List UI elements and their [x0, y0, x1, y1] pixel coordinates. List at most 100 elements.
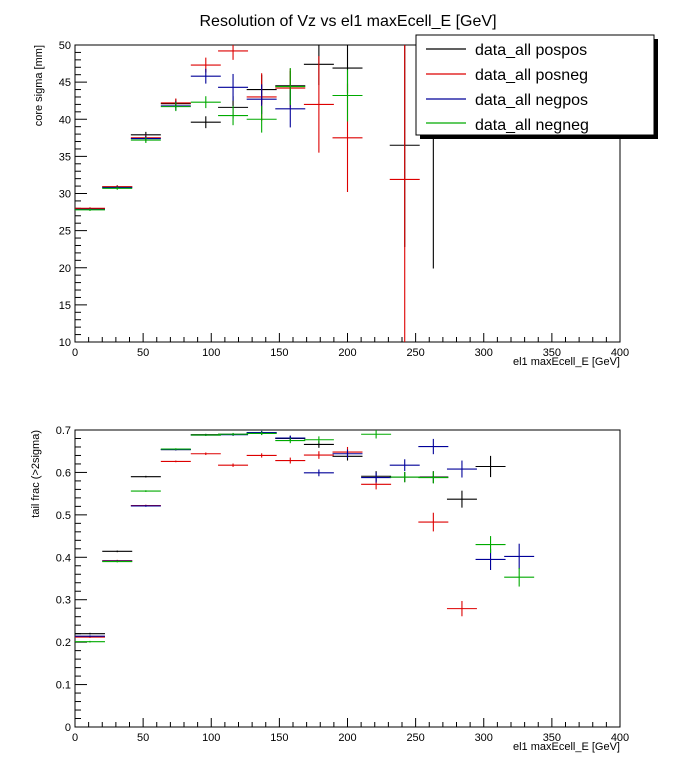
tail-frac-x-tick-label: 200: [338, 732, 356, 744]
tail-frac-point-negneg: [218, 432, 249, 436]
tail-frac-point-negneg: [361, 430, 392, 439]
core-sigma-x-tick-label: 50: [137, 347, 149, 359]
tail-frac-point-posneg: [275, 457, 306, 464]
tail-frac-x-axis-label: el1 maxEcell_E [GeV]: [513, 741, 620, 753]
tail-frac-point-negpos: [418, 438, 449, 455]
core-sigma-x-tick-label: 150: [270, 347, 288, 359]
core-sigma-y-tick-label: 30: [59, 189, 71, 201]
core-sigma-point-posneg: [389, 45, 420, 342]
tail-frac-point-negneg: [130, 490, 161, 492]
core-sigma-point-negneg: [130, 137, 161, 144]
core-sigma-x-tick-label: 0: [72, 347, 78, 359]
core-sigma-x-tick-label: 250: [406, 347, 424, 359]
tail-frac-point-negneg: [303, 436, 334, 444]
tail-frac-point-pospos: [102, 550, 133, 553]
tail-frac-point-negneg: [102, 560, 133, 563]
core-sigma-point-negneg: [160, 102, 191, 112]
tail-frac-point-negneg: [418, 471, 449, 484]
core-sigma-point-negneg: [218, 105, 249, 126]
legend-box: [415, 34, 655, 136]
tail-frac-y-tick-label: 0.6: [56, 467, 71, 479]
tail-frac-point-posneg: [160, 460, 191, 463]
core-sigma-y-tick-label: 10: [59, 337, 71, 349]
tail-frac-x-tick-label: 0: [72, 732, 78, 744]
tail-frac-series-negneg: [75, 430, 535, 643]
tail-frac-point-negpos: [389, 459, 420, 472]
legend-label-pospos: data_all pospos: [475, 42, 587, 59]
tail-frac-x-tick-label: 50: [137, 732, 149, 744]
tail-frac-y-tick-label: 0.5: [56, 510, 71, 522]
core-sigma-y-tick-label: 50: [59, 40, 71, 52]
tail-frac-point-posneg: [246, 453, 277, 458]
tail-frac-x-tick-label: 100: [202, 732, 220, 744]
core-sigma-y-tick-label: 25: [59, 226, 71, 238]
core-sigma-x-tick-label: 300: [475, 347, 493, 359]
tail-frac-y-tick-label: 0.4: [56, 552, 71, 564]
core-sigma-point-negneg: [75, 208, 105, 211]
tail-frac-point-negpos: [446, 460, 477, 478]
tail-frac-point-negneg: [160, 448, 191, 450]
tail-frac-point-negpos: [361, 472, 392, 483]
core-sigma-x-tick-label: 400: [611, 347, 629, 359]
tail-frac-data-points: [75, 430, 535, 643]
tail-frac-point-negneg: [475, 536, 506, 554]
core-sigma-y-tick-label: 20: [59, 263, 71, 275]
core-sigma-y-tick-label: 15: [59, 300, 71, 312]
legend-label-negneg: data_all negneg: [475, 117, 589, 134]
tail-frac-y-tick-label: 0.1: [56, 680, 71, 692]
tail-frac-point-negneg: [504, 567, 535, 587]
tail-frac-point-pospos: [446, 490, 477, 508]
tail-frac-y-tick-label: 0.7: [56, 425, 71, 437]
tail-frac-x-tick-label: 400: [611, 732, 629, 744]
core-sigma-point-posneg: [218, 45, 249, 60]
legend: data_all pospos data_all posneg data_all…: [415, 34, 658, 139]
tail-frac-y-tick-label: 0: [65, 722, 71, 734]
tail-frac-axes: 0 50 100 150 200 250 300 350 400 0 0.1 0.2 0.3 0.4 0.5…: [56, 425, 629, 744]
core-sigma-point-negneg: [332, 69, 363, 122]
tail-frac-y-tick-label: 0.2: [56, 637, 71, 649]
tail-frac-point-negneg: [389, 472, 420, 483]
tail-frac-point-pospos: [475, 455, 506, 478]
core-sigma-x-axis-label: el1 maxEcell_E [GeV]: [513, 356, 620, 368]
tail-frac-point-negneg: [190, 434, 221, 436]
legend-entry-posneg: data_all posneg: [426, 67, 588, 84]
tail-frac-x-tick-label: 350: [543, 732, 561, 744]
tail-frac-series-posneg: [75, 446, 477, 638]
core-sigma-y-axis-label: core sigma [mm]: [33, 45, 45, 126]
core-sigma-point-negneg: [275, 68, 306, 106]
tail-frac-point-posneg: [418, 512, 449, 532]
tail-frac-x-tick-label: 300: [475, 732, 493, 744]
tail-frac-point-negpos: [75, 635, 105, 638]
tail-frac-point-negpos: [504, 543, 535, 570]
legend-entry-pospos: data_all pospos: [426, 42, 587, 59]
tail-frac-y-tick-label: 0.3: [56, 595, 71, 607]
tail-frac-point-negpos: [130, 505, 161, 507]
tail-frac-point-posneg: [303, 451, 334, 459]
tail-frac-point-pospos: [130, 475, 161, 478]
core-sigma-panel: 0 50 100 150 200 250 300 350 400 10 15 20 25 30 35 40 45…: [33, 40, 629, 368]
tail-frac-point-negneg: [75, 640, 105, 643]
core-sigma-point-negneg: [246, 105, 277, 133]
core-sigma-x-tick-label: 350: [543, 347, 561, 359]
core-sigma-x-tick-label: 100: [202, 347, 220, 359]
core-sigma-y-tick-label: 35: [59, 151, 71, 163]
tail-frac-point-negneg: [246, 431, 277, 436]
core-sigma-point-negpos: [190, 68, 221, 84]
core-sigma-y-tick-label: 45: [59, 77, 71, 89]
core-sigma-x-tick-label: 200: [338, 347, 356, 359]
tail-frac-point-pospos: [75, 632, 105, 635]
tail-frac-point-negpos: [332, 449, 363, 459]
core-sigma-point-negneg: [190, 96, 221, 109]
tail-frac-point-negneg: [275, 438, 306, 444]
figure-title: Resolution of Vz vs el1 maxEcell_E [GeV]: [199, 13, 496, 30]
tail-frac-plot-frame: [74, 429, 621, 728]
tail-frac-point-posneg: [446, 600, 477, 617]
core-sigma-point-pospos: [190, 116, 221, 129]
core-sigma-series-pospos: [75, 45, 434, 269]
tail-frac-x-tick-label: 150: [270, 732, 288, 744]
tail-frac-point-posneg: [218, 463, 249, 467]
tail-frac-point-negpos: [303, 469, 334, 477]
core-sigma-y-tick-label: 40: [59, 114, 71, 126]
core-sigma-point-negneg: [102, 186, 133, 190]
